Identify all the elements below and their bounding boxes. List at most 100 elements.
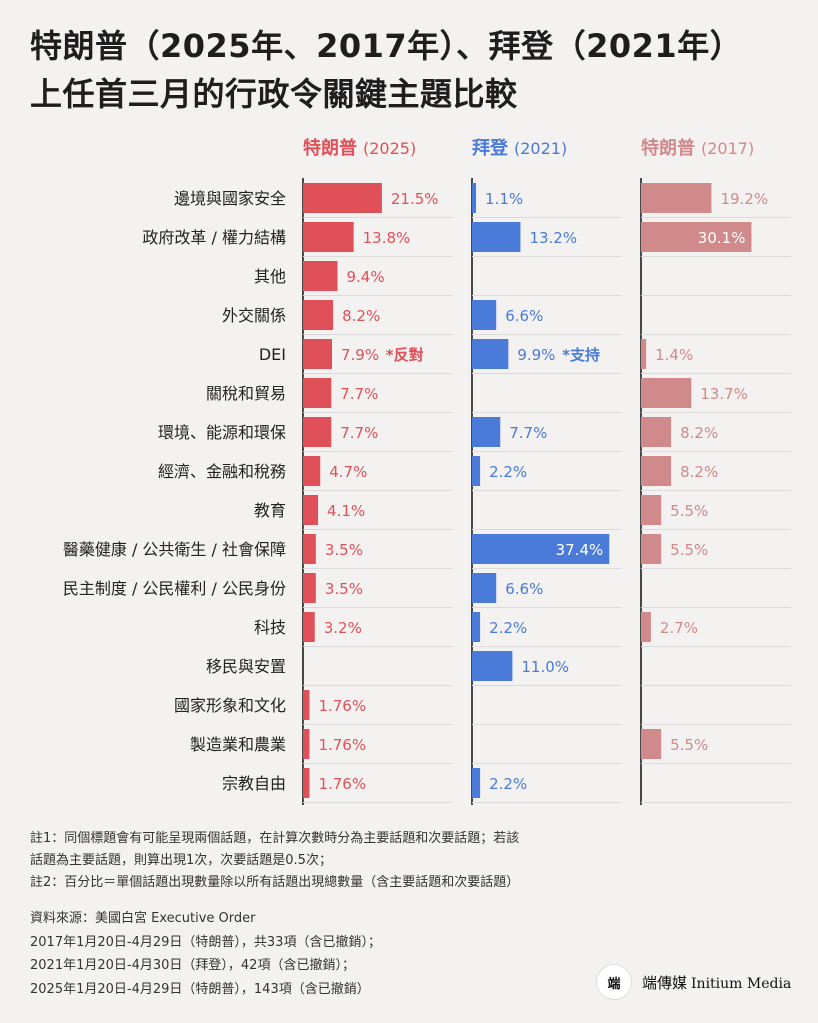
bar bbox=[303, 261, 338, 291]
data-label: 3.5% bbox=[325, 541, 363, 559]
bar bbox=[641, 729, 662, 759]
data-label: 3.2% bbox=[324, 619, 362, 637]
bar bbox=[303, 768, 310, 798]
bar bbox=[472, 183, 477, 213]
sources: 資料來源：美國白宮 Executive Order 2017年1月20日-4月2… bbox=[30, 907, 590, 1001]
bar bbox=[472, 573, 497, 603]
data-label: 1.4% bbox=[655, 346, 693, 364]
data-label: 5.5% bbox=[670, 502, 708, 520]
data-label: 4.1% bbox=[327, 502, 365, 520]
logo-en: Initium Media bbox=[691, 975, 792, 992]
bar bbox=[641, 378, 692, 408]
category-label: 製造業和農業 bbox=[190, 735, 286, 754]
data-label: 2.7% bbox=[660, 619, 698, 637]
column-header-name: 特朗普 bbox=[641, 138, 695, 159]
data-label: 9.4% bbox=[346, 268, 384, 286]
data-label: 6.6% bbox=[505, 580, 543, 598]
column-header-name: 特朗普 bbox=[303, 138, 357, 159]
data-label: 1.76% bbox=[318, 775, 366, 793]
data-label: 5.5% bbox=[670, 541, 708, 559]
column-header-name: 拜登 bbox=[472, 138, 508, 159]
bar bbox=[472, 339, 509, 369]
note-line: 註1：同個標題會有可能呈現兩個話題，在計算次數時分為主要話題和次要話題；若該 bbox=[30, 831, 520, 846]
column-header-year: (2025) bbox=[363, 139, 417, 158]
source-line: 2017年1月20日-4月29日（特朗普），共33項（含已撤銷）； bbox=[30, 934, 381, 950]
category-label: 邊境與國家安全 bbox=[174, 189, 286, 208]
bar bbox=[472, 456, 481, 486]
category-label: DEI bbox=[259, 345, 286, 364]
title-line-1: 特朗普（2025年、2017年）、拜登（2021年） bbox=[30, 27, 743, 65]
data-label: 13.8% bbox=[363, 229, 411, 247]
bar-chart: 邊境與國家安全 21.5% 1.1% 19.2% 政府改革 / 權力結構 13.8% 13.… bbox=[63, 178, 791, 805]
source-line: 2021年1月20日-4月30日（拜登），42項（含已撤銷）； bbox=[30, 958, 355, 973]
bar bbox=[641, 222, 752, 252]
annotation-label: *支持 bbox=[562, 346, 600, 364]
category-label: 移民與安置 bbox=[206, 657, 286, 676]
bar bbox=[472, 768, 481, 798]
data-label: 13.2% bbox=[529, 229, 577, 247]
bar bbox=[303, 417, 332, 447]
source-line: 資料來源：美國白宮 Executive Order bbox=[30, 911, 256, 926]
data-label: 5.5% bbox=[670, 736, 708, 754]
bar bbox=[641, 183, 712, 213]
note-line: 註2：百分比＝單個話題出現數量除以所有話題出現總數量（含主要話題和次要話題） bbox=[30, 875, 520, 890]
logo-text: 端傳媒 Initium Media bbox=[642, 972, 791, 993]
data-label: 8.2% bbox=[680, 463, 718, 481]
category-label: 外交關係 bbox=[222, 306, 286, 325]
publisher-logo: 端 端傳媒 Initium Media bbox=[596, 964, 806, 1000]
data-label: 13.7% bbox=[700, 385, 748, 403]
data-label: 1.76% bbox=[318, 697, 366, 715]
logo-zh: 端傳媒 bbox=[642, 973, 688, 992]
bar bbox=[303, 534, 316, 564]
data-label: 7.7% bbox=[340, 424, 378, 442]
data-label: 8.2% bbox=[680, 424, 718, 442]
column-header-year: (2021) bbox=[514, 139, 568, 158]
data-label: 3.5% bbox=[325, 580, 363, 598]
bar bbox=[303, 339, 332, 369]
data-label: 4.7% bbox=[329, 463, 367, 481]
category-label: 科技 bbox=[254, 618, 286, 637]
bar bbox=[303, 495, 319, 525]
bar bbox=[641, 612, 651, 642]
bar bbox=[303, 690, 310, 720]
data-label: 1.76% bbox=[318, 736, 366, 754]
bar bbox=[303, 456, 321, 486]
data-label: 30.1% bbox=[698, 229, 746, 247]
category-label: 其他 bbox=[254, 267, 286, 286]
logo-mark-icon: 端 bbox=[596, 964, 632, 1000]
bar bbox=[641, 534, 662, 564]
bar bbox=[641, 339, 647, 369]
category-label: 教育 bbox=[254, 501, 286, 520]
bar bbox=[472, 300, 497, 330]
category-label: 國家形象和文化 bbox=[174, 696, 286, 715]
category-label: 環境、能源和環保 bbox=[158, 423, 286, 442]
annotation-label: *反對 bbox=[386, 346, 424, 364]
data-label: 7.7% bbox=[509, 424, 547, 442]
bar bbox=[303, 573, 316, 603]
bar bbox=[641, 417, 672, 447]
bar bbox=[472, 534, 610, 564]
bar bbox=[303, 183, 382, 213]
column-header-year: (2017) bbox=[701, 139, 755, 158]
source-line: 2025年1月20日-4月29日（特朗普），143項（含已撤銷） bbox=[30, 981, 370, 997]
title-line-2: 上任首三月的行政令關鍵主題比較 bbox=[30, 75, 518, 113]
category-label: 經濟、金融和稅務 bbox=[158, 462, 286, 481]
bar bbox=[303, 378, 332, 408]
bar bbox=[472, 612, 481, 642]
data-label: 37.4% bbox=[556, 541, 604, 559]
bar bbox=[303, 222, 354, 252]
bar bbox=[641, 456, 672, 486]
data-label: 2.2% bbox=[489, 619, 527, 637]
data-label: 11.0% bbox=[521, 658, 569, 676]
column-header-biden-2021: 拜登 (2021) bbox=[472, 134, 567, 160]
data-label: 1.1% bbox=[485, 190, 523, 208]
category-label: 宗教自由 bbox=[222, 774, 286, 793]
data-label: 9.9% bbox=[517, 346, 555, 364]
bar bbox=[472, 417, 501, 447]
data-label: 6.6% bbox=[505, 307, 543, 325]
data-label: 19.2% bbox=[720, 190, 768, 208]
category-label: 醫藥健康 / 公共衛生 / 社會保障 bbox=[63, 540, 286, 559]
chart-title: 特朗普（2025年、2017年）、拜登（2021年） 上任首三月的行政令關鍵主題… bbox=[30, 22, 800, 118]
data-label: 2.2% bbox=[489, 775, 527, 793]
category-label: 關稅和貿易 bbox=[206, 384, 286, 403]
